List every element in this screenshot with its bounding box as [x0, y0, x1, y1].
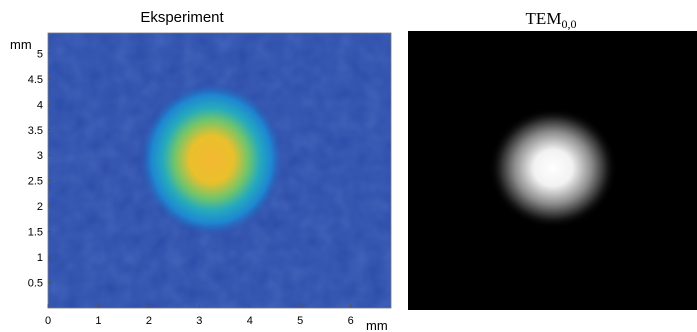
y-tick-label: 0.5 [28, 278, 43, 290]
y-tick-label: 3.5 [28, 125, 43, 137]
x-tick-label: 0 [45, 315, 51, 327]
left-xlabel: mm [366, 318, 388, 332]
y-tick-label: 4 [37, 99, 43, 111]
right-title: TEM0,0 [526, 9, 577, 31]
right-heatmap [408, 31, 697, 310]
y-tick-label: 3 [37, 150, 43, 162]
y-tick-label: 4.5 [28, 74, 43, 86]
left-title: Eksperiment [140, 9, 224, 26]
x-tick-label: 4 [247, 315, 253, 327]
x-tick-label: 6 [348, 315, 354, 327]
x-tick-label: 2 [146, 315, 152, 327]
left-ticks: 0 1 2 3 4 5 6 0.5 1 1.5 2 2.5 3 3.5 4 4.5 5 [28, 48, 354, 327]
left-heatmap [47, 32, 392, 309]
x-tick-label: 1 [95, 315, 101, 327]
left-beam-spot [138, 81, 285, 238]
x-tick-label: 5 [297, 315, 303, 327]
left-plot-frame [47, 32, 392, 309]
left-ylabel: mm [10, 37, 32, 52]
y-tick-label: 5 [37, 48, 43, 60]
x-tick-label: 3 [196, 315, 202, 327]
right-title-main: TEM [526, 9, 562, 28]
y-tick-label: 1 [37, 252, 43, 264]
y-tick-label: 2 [37, 201, 43, 213]
right-title-subscript: 0,0 [561, 17, 576, 31]
y-tick-label: 1.5 [28, 227, 43, 239]
right-beam-spot [489, 108, 617, 228]
y-tick-label: 2.5 [28, 176, 43, 188]
